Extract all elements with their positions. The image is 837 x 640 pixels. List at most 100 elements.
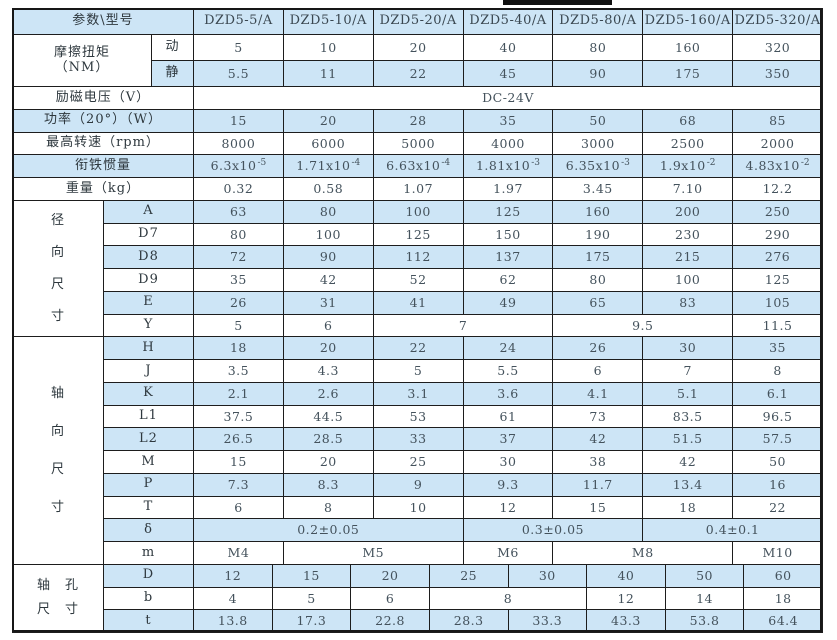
- value-cell: 320: [732, 34, 823, 61]
- value-cell: 290: [732, 222, 823, 247]
- sub-label: t: [103, 609, 194, 633]
- value-cell: 276: [732, 245, 823, 269]
- sub-label: H: [103, 336, 194, 360]
- value-cell: 6: [193, 495, 284, 520]
- value-cell: 57.5: [732, 427, 823, 451]
- value-cell: 0.4±0.1: [642, 518, 823, 542]
- value-cell: 12.2: [732, 177, 823, 201]
- value-cell: 190: [552, 222, 644, 247]
- value-cell: 12: [586, 586, 666, 611]
- value-cell: 3.1: [372, 381, 464, 406]
- value-cell: 43.3: [586, 609, 666, 633]
- value-cell: 30: [507, 563, 588, 588]
- value-cell: 42: [642, 450, 734, 474]
- value-cell: 1.97: [462, 177, 554, 201]
- value-cell: 125: [462, 199, 554, 224]
- value-cell: 80: [552, 34, 644, 61]
- value-cell: 8: [282, 495, 374, 520]
- value-cell: 25: [372, 450, 464, 474]
- sub-label: D8: [103, 245, 194, 269]
- value-cell: 80: [193, 222, 284, 247]
- value-cell: 35: [193, 268, 284, 292]
- value-cell: 6: [350, 586, 430, 611]
- value-cell: 16: [732, 472, 823, 497]
- value-cell: 40: [586, 563, 666, 588]
- value-cell: 52: [372, 268, 464, 292]
- value-cell: 18: [193, 336, 284, 360]
- value-cell: 3000: [552, 131, 644, 156]
- value-cell: 18: [642, 495, 734, 520]
- value-cell: 7.10: [642, 177, 734, 201]
- value-cell: 83.5: [642, 404, 734, 429]
- value-cell: 9.5: [552, 313, 734, 338]
- value-cell: 12: [462, 495, 554, 520]
- value-cell: 7: [372, 313, 554, 338]
- value-cell: 20: [350, 563, 430, 588]
- value-cell: 3.45: [552, 177, 644, 201]
- value-cell: 8: [428, 586, 588, 611]
- value-cell: 49: [462, 290, 554, 315]
- value-cell: 50: [732, 450, 823, 474]
- value-cell: 4.83x10 -2: [732, 154, 823, 178]
- value-cell: 6.3x10 -5: [193, 154, 284, 178]
- column-header: DZD5-20/A: [372, 8, 464, 35]
- value-cell: 41: [372, 290, 464, 315]
- value-cell: 6000: [282, 131, 374, 156]
- table-corner-header: 参数\型号: [12, 8, 194, 35]
- value-cell: 9: [372, 472, 464, 497]
- value-cell: 33.3: [507, 609, 588, 633]
- value-cell: 14: [664, 586, 745, 611]
- column-header: DZD5-40/A: [462, 8, 554, 35]
- value-cell: 105: [732, 290, 823, 315]
- spec-table: 参数\型号 DZD5-5/A DZD5-10/A DZD5-20/A DZD5-40/A…: [12, 8, 823, 633]
- value-cell: 0.32: [193, 177, 284, 201]
- value-cell: 20: [282, 336, 374, 360]
- sub-label: P: [103, 472, 194, 497]
- value-cell: 33: [372, 427, 464, 451]
- sub-label: L2: [103, 427, 194, 451]
- value-cell: 7: [642, 359, 734, 383]
- section-label: 轴 孔尺 寸: [12, 563, 104, 633]
- column-header: DZD5-10/A: [282, 8, 374, 35]
- value-cell: 73: [552, 404, 644, 429]
- value-cell: 15: [193, 450, 284, 474]
- value-cell: 4000: [462, 131, 554, 156]
- row-label: 最高转速（rpm）: [12, 131, 194, 156]
- value-cell: 3.6: [462, 381, 554, 406]
- value-cell: 10: [372, 495, 464, 520]
- exponent: -2: [706, 158, 716, 169]
- value-cell: 10: [282, 34, 374, 61]
- sub-label: 动: [151, 34, 194, 61]
- value-cell: 11.5: [732, 313, 823, 338]
- value-cell: 38: [552, 450, 644, 474]
- value-cell: 160: [552, 199, 644, 224]
- sub-label: M: [103, 450, 194, 474]
- value-cell: 83: [642, 290, 734, 315]
- sub-label: m: [103, 541, 194, 565]
- sub-label: Y: [103, 313, 194, 338]
- value-cell: 6.35x10 -3: [552, 154, 644, 178]
- value-cell: 40: [462, 34, 554, 61]
- value-cell: 137: [462, 245, 554, 269]
- value-cell: 1.81x10 -3: [462, 154, 554, 178]
- column-header: DZD5-5/A: [193, 8, 284, 35]
- value-cell: 2.1: [193, 381, 284, 406]
- value-cell: 8000: [193, 131, 284, 156]
- row-label: 励磁电压（V）: [12, 86, 194, 110]
- exponent: -5: [257, 158, 267, 169]
- value-cell: 12: [193, 563, 273, 588]
- sub-label: D: [103, 563, 194, 588]
- exponent: -4: [441, 158, 451, 169]
- value-cell: 5.1: [642, 381, 734, 406]
- value-cell: 30: [642, 336, 734, 360]
- sub-label: δ: [103, 518, 194, 542]
- value-cell: 5: [193, 313, 284, 338]
- value-cell: 28: [372, 108, 464, 133]
- value-cell: 2500: [642, 131, 734, 156]
- value-cell: 62: [462, 268, 554, 292]
- value-cell: 90: [282, 245, 374, 269]
- value-cell: 15: [271, 563, 352, 588]
- value-cell: 4.1: [552, 381, 644, 406]
- value-cell: M8: [552, 541, 734, 565]
- value-cell: M5: [282, 541, 464, 565]
